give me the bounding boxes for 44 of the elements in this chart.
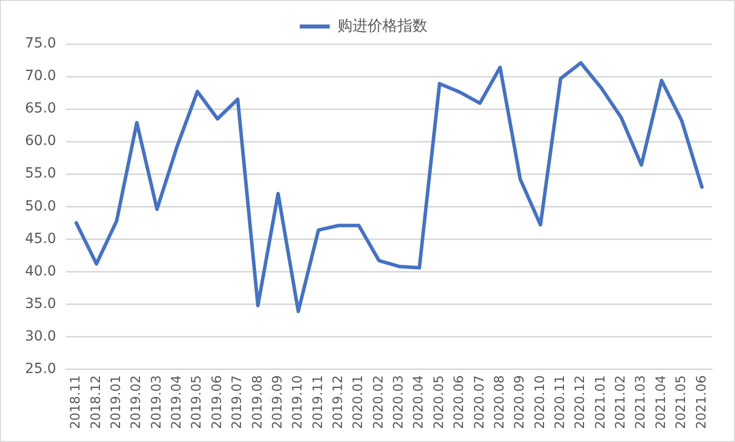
x-tick-label: 2020.01 bbox=[351, 375, 366, 430]
x-tick-label: 2020.09 bbox=[512, 375, 528, 430]
x-tick-label: 2020.02 bbox=[371, 375, 386, 430]
y-tick-label: 25.0 bbox=[25, 360, 56, 377]
x-tick-label: 2021.01 bbox=[593, 375, 608, 430]
y-tick-label: 50.0 bbox=[25, 198, 56, 214]
x-tick-label: 2019.08 bbox=[250, 375, 266, 430]
x-tick-label: 2020.12 bbox=[573, 375, 588, 430]
x-tick-label: 2021.04 bbox=[654, 375, 669, 430]
x-tick-label: 2021.02 bbox=[614, 375, 629, 430]
x-tick-label: 2019.07 bbox=[230, 375, 246, 430]
x-tick-label: 2019.09 bbox=[270, 375, 286, 430]
y-tick-label: 65.0 bbox=[25, 100, 56, 117]
y-tick-label: 45.0 bbox=[25, 230, 56, 247]
x-tick-label: 2019.03 bbox=[149, 375, 164, 430]
x-tick-label: 2019.12 bbox=[331, 375, 346, 430]
y-tick-label: 35.0 bbox=[25, 296, 56, 312]
y-tick-label: 55.0 bbox=[25, 166, 56, 182]
x-tick-label: 2019.01 bbox=[109, 375, 124, 430]
x-tick-label: 2020.05 bbox=[432, 375, 447, 430]
x-tick-label: 2020.11 bbox=[553, 375, 568, 430]
x-tick-label: 2018.11 bbox=[68, 375, 84, 430]
x-tick-label: 2019.04 bbox=[170, 375, 185, 430]
x-tick-label: 2020.10 bbox=[532, 375, 548, 430]
x-tick-label: 2019.06 bbox=[210, 375, 225, 430]
x-tick-label: 2020.03 bbox=[392, 375, 407, 430]
x-tick-label: 2021.03 bbox=[634, 375, 649, 430]
y-tick-label: 30.0 bbox=[25, 328, 56, 344]
x-tick-label: 2020.08 bbox=[492, 375, 508, 430]
x-tick-label: 2021.06 bbox=[694, 375, 710, 430]
y-tick-label: 40.0 bbox=[25, 263, 56, 280]
x-tick-label: 2020.07 bbox=[472, 375, 488, 430]
x-tick-label: 2019.11 bbox=[310, 375, 326, 430]
x-tick-label: 2019.10 bbox=[290, 375, 306, 430]
x-tick-label: 2020.04 bbox=[412, 375, 427, 430]
legend-label: 购进价格指数 bbox=[337, 16, 428, 34]
y-tick-label: 75.0 bbox=[25, 36, 56, 52]
x-tick-label: 2018.12 bbox=[88, 375, 104, 430]
x-tick-label: 2020.06 bbox=[452, 375, 468, 430]
x-tick-label: 2019.02 bbox=[129, 375, 144, 430]
y-tick-label: 70.0 bbox=[25, 68, 56, 84]
y-tick-label: 60.0 bbox=[25, 133, 56, 150]
x-tick-label: 2021.05 bbox=[674, 375, 690, 430]
x-tick-label: 2019.05 bbox=[190, 375, 205, 430]
